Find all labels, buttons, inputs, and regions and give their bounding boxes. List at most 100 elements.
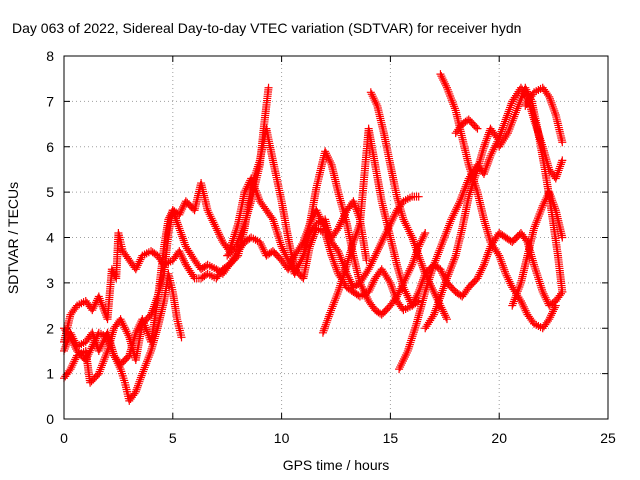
data-point [534, 273, 543, 282]
data-point [405, 295, 414, 304]
data-point [557, 158, 566, 167]
data-point [547, 311, 556, 320]
data-point [97, 363, 106, 372]
data-point [401, 219, 410, 228]
data-point [413, 249, 422, 258]
data-point [149, 302, 158, 311]
data-point [449, 257, 458, 266]
data-point [487, 149, 496, 158]
data-point [314, 210, 323, 219]
data-point [443, 85, 452, 94]
plot-frame [63, 55, 609, 420]
data-point [464, 160, 473, 169]
data-point [532, 267, 541, 276]
data-point [349, 238, 358, 247]
data-point [477, 266, 486, 275]
data-point [419, 263, 428, 272]
y-tick-label: 5 [46, 184, 54, 200]
data-point [502, 113, 511, 122]
data-point [406, 264, 415, 273]
data-point [352, 205, 361, 214]
data-point [329, 300, 338, 309]
data-point [274, 232, 283, 241]
data-point [405, 227, 414, 236]
data-point [429, 310, 438, 319]
data-point [514, 285, 523, 294]
series-9 [395, 83, 567, 374]
data-point [463, 176, 472, 185]
data-point [408, 258, 417, 267]
data-point [324, 155, 333, 164]
data-point [399, 355, 408, 364]
data-point [313, 208, 322, 217]
data-point [110, 353, 119, 362]
data-point [479, 262, 488, 271]
data-point [436, 265, 445, 274]
data-point [111, 355, 120, 364]
data-point [442, 83, 451, 92]
data-point [442, 313, 451, 322]
data-point [484, 130, 493, 139]
data-point [553, 168, 562, 177]
data-point [548, 307, 557, 316]
data-point [349, 197, 358, 206]
data-point [134, 259, 143, 268]
data-point [482, 252, 491, 261]
data-point [413, 289, 422, 298]
data-point [208, 216, 217, 225]
data-point [408, 332, 417, 341]
data-point [397, 361, 406, 370]
data-point [501, 115, 510, 124]
data-point [455, 199, 464, 208]
data-point [511, 110, 520, 119]
data-point [483, 132, 492, 141]
data-point [373, 245, 382, 254]
data-point [485, 155, 494, 164]
data-point [152, 296, 161, 305]
data-point [444, 223, 453, 232]
data-point [103, 333, 112, 342]
data-point [536, 279, 545, 288]
data-point [180, 238, 189, 247]
y-tick-label: 8 [46, 48, 54, 64]
data-point [499, 121, 508, 130]
data-point [521, 83, 530, 92]
data-point [84, 350, 93, 359]
data-point [447, 261, 456, 270]
data-point [336, 253, 345, 262]
data-point [546, 96, 555, 105]
data-point [430, 308, 439, 317]
data-point [371, 98, 380, 107]
data-point [519, 302, 528, 311]
data-point [462, 180, 471, 189]
data-point [450, 209, 459, 218]
data-point [430, 258, 439, 267]
data-point [96, 296, 105, 305]
data-point [486, 151, 495, 160]
data-point [429, 260, 438, 269]
data-point [332, 265, 341, 274]
data-point [485, 246, 494, 255]
data-point [556, 289, 565, 298]
data-point [398, 359, 407, 368]
data-point [546, 313, 555, 322]
data-point [447, 96, 456, 105]
data-point [493, 133, 502, 142]
data-point [500, 265, 509, 274]
x-tick-label: 20 [491, 430, 507, 446]
data-point [205, 210, 214, 219]
data-point [441, 229, 450, 238]
data-point [556, 162, 565, 171]
data-point [273, 230, 282, 239]
data-point [178, 232, 187, 241]
data-point [321, 147, 330, 156]
data-point [331, 261, 340, 270]
data-point [139, 365, 148, 374]
data-point [360, 288, 369, 297]
data-point [403, 291, 412, 300]
data-point [410, 325, 419, 334]
data-point [439, 235, 448, 244]
data-point [239, 221, 248, 230]
data-point [464, 192, 473, 201]
y-tick-label: 3 [46, 275, 54, 291]
